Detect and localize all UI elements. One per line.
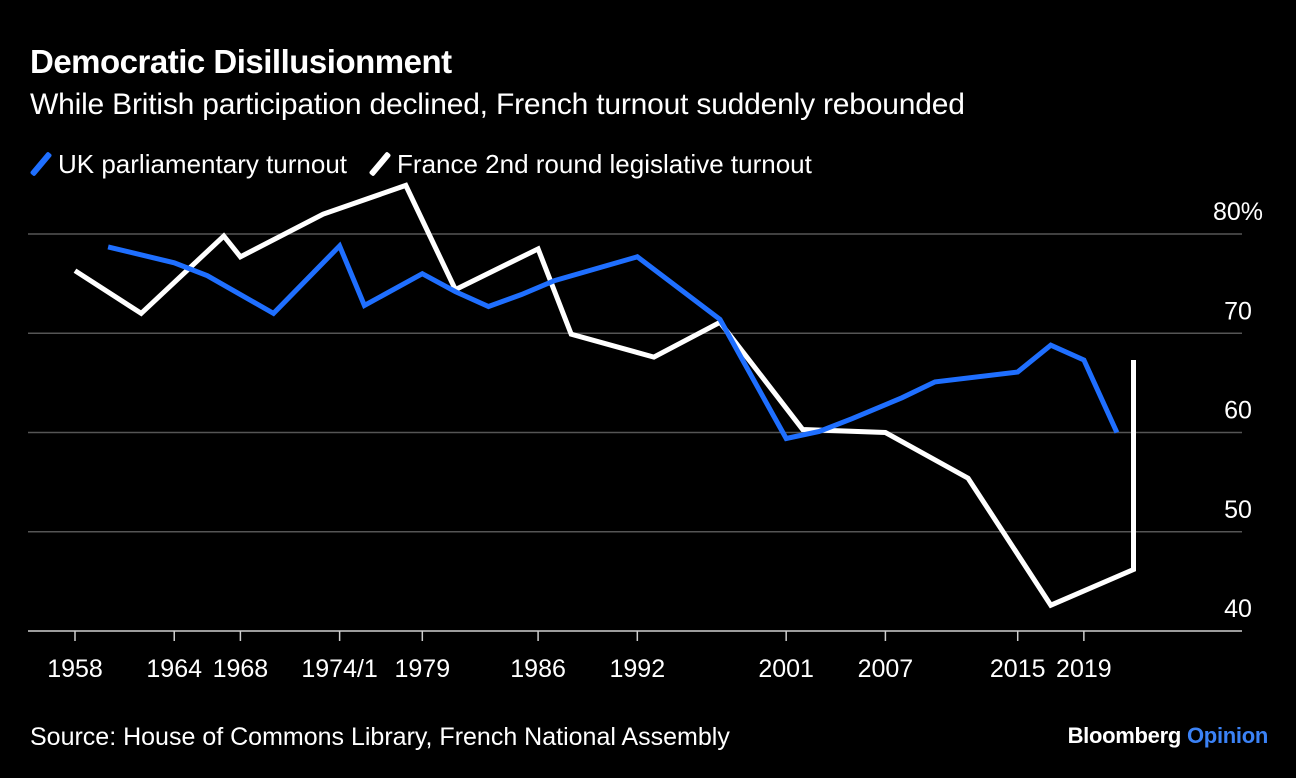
- brand-logo: Bloomberg Opinion: [1067, 722, 1269, 750]
- x-tick-label-2019: 2019: [1056, 655, 1112, 683]
- x-tick-label-1964: 1964: [146, 655, 202, 683]
- chart-title: Democratic Disillusionment: [30, 43, 452, 80]
- x-tick-label-1958: 1958: [47, 655, 103, 683]
- x-tick-label-1986: 1986: [510, 655, 566, 683]
- y-tick-label-60: 60: [1224, 397, 1252, 425]
- source-note: Source: House of Commons Library, French…: [30, 723, 730, 751]
- x-tick-label-2001: 2001: [758, 655, 814, 683]
- y-tick-label-40: 40: [1224, 595, 1252, 623]
- brand-suffix: Opinion: [1187, 723, 1268, 748]
- y-tick-label-50: 50: [1224, 496, 1252, 524]
- x-tick-label-1974/1: 1974/1: [301, 655, 377, 683]
- x-tick-label-2015: 2015: [990, 655, 1046, 683]
- x-tick-label-1968: 1968: [213, 655, 269, 683]
- legend-item-france: France 2nd round legislative turnout: [368, 148, 812, 180]
- series-line-france: [73, 182, 1136, 609]
- legend-label-uk: UK parliamentary turnout: [58, 148, 348, 179]
- chart-subtitle: While British participation declined, Fr…: [30, 88, 965, 121]
- legend-label-france: France 2nd round legislative turnout: [397, 148, 812, 179]
- x-tick-label-1992: 1992: [610, 655, 666, 683]
- y-tick-label-80: 80%: [1213, 198, 1263, 226]
- legend: UK parliamentary turnout France 2nd roun…: [29, 146, 834, 182]
- x-tick-label-2007: 2007: [858, 655, 914, 683]
- y-tick-label-70: 70: [1224, 297, 1252, 325]
- x-tick-label-1979: 1979: [395, 655, 451, 683]
- brand-name: Bloomberg: [1067, 723, 1182, 748]
- series-line-uk: [107, 241, 1120, 442]
- legend-item-uk: UK parliamentary turnout: [29, 148, 348, 180]
